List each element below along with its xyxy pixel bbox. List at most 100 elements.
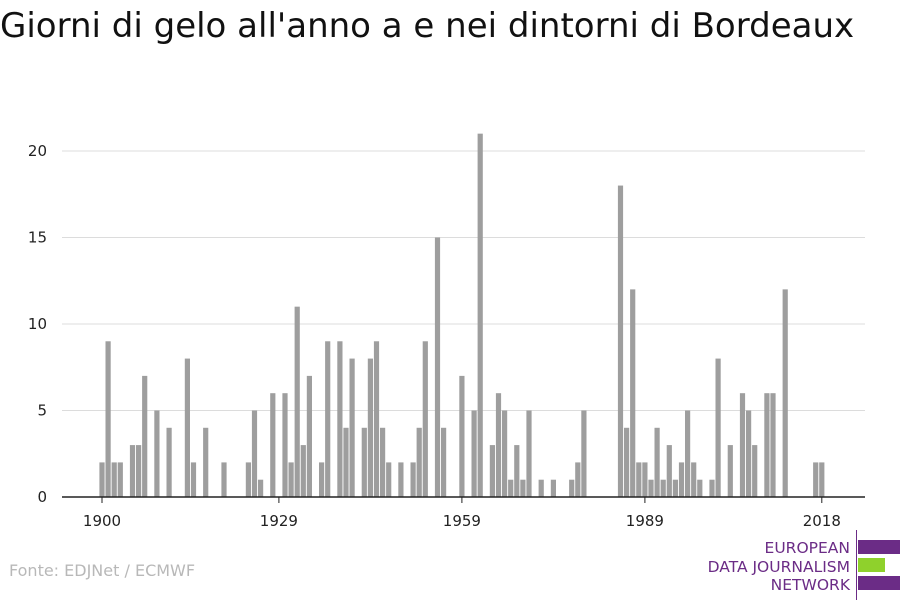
bar[interactable] bbox=[422, 341, 428, 497]
x-tick-label: 1929 bbox=[260, 512, 298, 530]
bar[interactable] bbox=[666, 445, 672, 497]
bar[interactable] bbox=[709, 479, 715, 497]
bar[interactable] bbox=[520, 479, 526, 497]
bar[interactable] bbox=[367, 358, 373, 497]
bar[interactable] bbox=[660, 479, 666, 497]
source-credit: Fonte: EDJNet / ECMWF bbox=[9, 561, 196, 580]
bar[interactable] bbox=[306, 375, 312, 497]
bar[interactable] bbox=[630, 289, 636, 497]
edjnet-logo[interactable]: EUROPEAN DATA JOURNALISM NETWORK bbox=[700, 530, 900, 600]
grid-lines bbox=[62, 150, 865, 411]
logo-text: EUROPEAN DATA JOURNALISM NETWORK bbox=[708, 539, 850, 595]
bar[interactable] bbox=[99, 462, 105, 497]
bar[interactable] bbox=[782, 289, 788, 497]
bars-group bbox=[99, 133, 825, 497]
bar[interactable] bbox=[477, 133, 483, 497]
x-tick-label: 1900 bbox=[83, 512, 121, 530]
bar[interactable] bbox=[764, 393, 770, 497]
bar[interactable] bbox=[727, 445, 733, 497]
bar[interactable] bbox=[258, 479, 264, 497]
bar[interactable] bbox=[337, 341, 343, 497]
bar[interactable] bbox=[129, 445, 136, 497]
bar[interactable] bbox=[325, 341, 331, 497]
bar[interactable] bbox=[349, 358, 355, 497]
logo-bar-purple-top bbox=[858, 540, 900, 554]
logo-line-2: DATA JOURNALISM bbox=[707, 557, 850, 576]
bar[interactable] bbox=[221, 462, 227, 497]
bar[interactable] bbox=[434, 237, 441, 497]
bar[interactable] bbox=[136, 445, 142, 497]
y-tick-label: 15 bbox=[28, 228, 47, 246]
bar[interactable] bbox=[361, 427, 367, 497]
bar[interactable] bbox=[373, 341, 380, 497]
bar[interactable] bbox=[575, 462, 581, 497]
x-tick-label: 1989 bbox=[626, 512, 664, 530]
bar[interactable] bbox=[319, 462, 325, 497]
bar[interactable] bbox=[672, 479, 678, 497]
bar[interactable] bbox=[154, 410, 160, 497]
bar[interactable] bbox=[550, 479, 556, 497]
bar[interactable] bbox=[441, 427, 447, 497]
y-tick-label: 0 bbox=[37, 488, 47, 506]
bar[interactable] bbox=[282, 393, 288, 497]
bar[interactable] bbox=[270, 393, 276, 497]
bar[interactable] bbox=[471, 410, 477, 497]
logo-line-1: EUROPEAN bbox=[764, 539, 850, 557]
bar[interactable] bbox=[386, 462, 392, 497]
bar[interactable] bbox=[715, 358, 721, 497]
bar[interactable] bbox=[245, 462, 251, 497]
bar[interactable] bbox=[495, 393, 502, 497]
bar[interactable] bbox=[685, 410, 691, 497]
bar[interactable] bbox=[526, 410, 532, 497]
bar[interactable] bbox=[416, 427, 422, 497]
bar[interactable] bbox=[752, 445, 758, 497]
bar[interactable] bbox=[203, 427, 209, 497]
bar[interactable] bbox=[617, 185, 624, 497]
logo-bar-purple-bottom bbox=[858, 576, 900, 590]
bar[interactable] bbox=[819, 462, 825, 497]
bar[interactable] bbox=[489, 445, 495, 497]
bar[interactable] bbox=[636, 462, 642, 497]
y-tick-label: 20 bbox=[28, 142, 47, 160]
bar[interactable] bbox=[459, 375, 465, 497]
bar[interactable] bbox=[343, 427, 349, 497]
bar[interactable] bbox=[538, 479, 544, 497]
axes-group: 0 5 10 15 20 1900 1929 1959 1989 2018 bbox=[28, 142, 865, 530]
bar[interactable] bbox=[380, 427, 386, 497]
bar[interactable] bbox=[111, 462, 117, 497]
bar[interactable] bbox=[642, 462, 648, 497]
bar[interactable] bbox=[398, 462, 404, 497]
bar[interactable] bbox=[770, 393, 776, 497]
bar[interactable] bbox=[190, 462, 197, 497]
x-tick-label: 1959 bbox=[443, 512, 481, 530]
bar[interactable] bbox=[678, 462, 685, 497]
logo-line-3: NETWORK bbox=[770, 576, 850, 594]
bar[interactable] bbox=[624, 427, 630, 497]
bar[interactable] bbox=[502, 410, 508, 497]
bar[interactable] bbox=[117, 462, 123, 497]
bar[interactable] bbox=[294, 306, 300, 497]
bar[interactable] bbox=[300, 445, 306, 497]
y-tick-label: 10 bbox=[28, 315, 47, 333]
bar[interactable] bbox=[581, 410, 587, 497]
bar[interactable] bbox=[184, 358, 190, 497]
logo-divider bbox=[856, 530, 857, 600]
bar[interactable] bbox=[251, 410, 258, 497]
bar[interactable] bbox=[569, 479, 575, 497]
bar[interactable] bbox=[105, 341, 111, 497]
bar[interactable] bbox=[697, 479, 703, 497]
bar[interactable] bbox=[648, 479, 654, 497]
bar[interactable] bbox=[142, 375, 148, 497]
bar[interactable] bbox=[514, 445, 520, 497]
bar[interactable] bbox=[739, 393, 746, 497]
bar[interactable] bbox=[166, 427, 172, 497]
bar[interactable] bbox=[654, 427, 660, 497]
bar[interactable] bbox=[813, 462, 819, 497]
bar[interactable] bbox=[410, 462, 416, 497]
bar[interactable] bbox=[691, 462, 697, 497]
bar[interactable] bbox=[288, 462, 294, 497]
bar[interactable] bbox=[508, 479, 514, 497]
bar[interactable] bbox=[746, 410, 752, 497]
logo-bar-green bbox=[858, 558, 885, 572]
